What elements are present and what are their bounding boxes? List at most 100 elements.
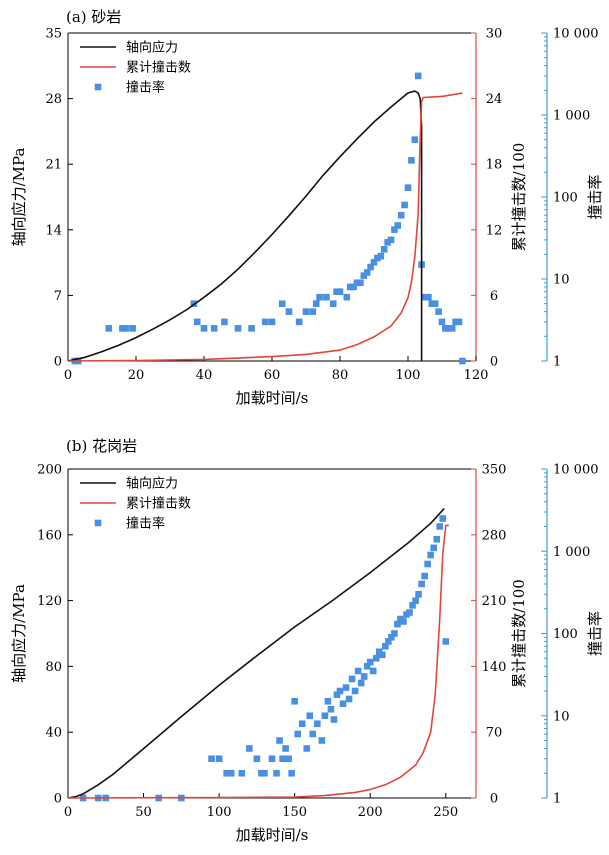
p0-x-tick-label-4: 80 xyxy=(332,368,349,383)
p1-rate-point-24 xyxy=(303,745,311,752)
p0-rate-point-33 xyxy=(367,263,374,271)
p0-rate-point-21 xyxy=(316,293,323,301)
p0-rate-point-32 xyxy=(363,269,371,276)
p1-yl-tick-label-5: 200 xyxy=(37,463,62,478)
p0-y-left-axis-title: 轴向应力/MPa xyxy=(10,148,28,247)
p0-yr2-tick-label-0: 1 xyxy=(553,355,561,370)
p1-legend-label-cumulative: 累计撞击数 xyxy=(126,497,191,512)
p0-yr1-tick-label-1: 6 xyxy=(490,289,498,304)
p0-yr2-tick-label-4: 10 000 xyxy=(553,27,599,42)
p1-yr1-tick-label-5: 350 xyxy=(482,463,507,478)
p1-rate-point-15 xyxy=(273,769,280,777)
p1-rate-point-10 xyxy=(246,745,253,752)
p0-rate-point-38 xyxy=(384,239,391,246)
p1-rate-point-9 xyxy=(238,769,246,777)
p1-rate-point-11 xyxy=(253,755,261,763)
p0-rate-point-25 xyxy=(336,288,344,296)
panel-a: (a) 砂岩0 20 40 60 80 100 1200714212835061218243… xyxy=(10,8,604,407)
p1-rate-point-5 xyxy=(208,755,215,763)
p0-rate-point-27 xyxy=(346,283,354,291)
p0-rate-point-18 xyxy=(302,308,310,315)
p0-rate-point-30 xyxy=(357,279,364,287)
p0-rate-point-4 xyxy=(122,325,130,332)
p1-rate-point-7 xyxy=(223,769,230,777)
p1-yl-tick-label-3: 120 xyxy=(37,594,62,609)
p0-rate-point-43 xyxy=(401,201,408,209)
p1-x-tick-label-0: 0 xyxy=(64,805,72,820)
p1-rate-point-18 xyxy=(282,745,289,752)
p0-rate-point-39 xyxy=(387,236,395,244)
p1-rate-point-66 xyxy=(433,535,441,543)
p0-rate-point-34 xyxy=(370,258,378,266)
p1-stress-line xyxy=(67,507,445,799)
p1-rate-point-21 xyxy=(291,697,298,705)
p0-rate-point-2 xyxy=(105,325,113,332)
p1-rate-point-30 xyxy=(324,697,332,705)
p1-yr1-tick-label-0: 0 xyxy=(490,792,498,807)
p0-legend-swatch-rate xyxy=(94,83,102,91)
p1-x-tick-label-4: 200 xyxy=(358,805,383,820)
p0-rate-point-54 xyxy=(438,318,446,326)
p0-rate-point-13 xyxy=(261,318,269,326)
p0-yr1-tick-label-3: 18 xyxy=(486,158,503,173)
p1-rate-point-69 xyxy=(442,638,450,645)
p0-y-right1-axis-title: 累计撞击数/100 xyxy=(510,143,528,252)
p1-yr2-tick-label-3: 1 000 xyxy=(553,545,590,560)
p0-rate-point-9 xyxy=(210,325,218,332)
p0-yr1-tick-label-2: 12 xyxy=(486,223,503,238)
p1-rate-point-16 xyxy=(276,737,283,744)
p0-rate-point-5 xyxy=(129,325,136,332)
p1-rate-point-29 xyxy=(321,712,329,720)
p0-rate-point-12 xyxy=(248,325,255,332)
p1-yl-tick-label-2: 80 xyxy=(45,660,62,675)
p0-x-tick-label-3: 60 xyxy=(264,368,281,383)
p1-rate-point-60 xyxy=(415,590,422,598)
p0-yl-tick-label-2: 14 xyxy=(45,223,62,238)
p1-yr2-tick-label-0: 1 xyxy=(553,792,561,807)
p0-rate-point-41 xyxy=(394,222,402,229)
panel-b: (b) 花岗岩 0 50 100 150 200 250 0 40 80 120 160 200 0 70 1… xyxy=(10,437,604,844)
p1-rate-point-43 xyxy=(363,662,371,670)
p0-rate-point-40 xyxy=(391,226,398,233)
p0-rate-point-58 xyxy=(452,318,459,326)
p0-rate-point-16 xyxy=(285,308,293,315)
p0-rate-point-35 xyxy=(374,254,381,262)
p1-rate-point-23 xyxy=(298,720,306,728)
p1-rate-point-48 xyxy=(379,651,386,659)
p1-x-tick-label-2: 100 xyxy=(207,805,232,820)
p0-yl-tick-label-4: 28 xyxy=(45,92,62,107)
p0-rate-point-20 xyxy=(312,300,320,307)
p1-rate-point-26 xyxy=(309,730,317,738)
p1-x-tick-label-3: 150 xyxy=(282,805,307,820)
p0-x-tick-label-1: 20 xyxy=(128,368,145,383)
p0-x-axis-title: 加载时间/s xyxy=(236,389,309,407)
p1-yr1-tick-label-4: 280 xyxy=(482,528,507,543)
p0-rate-point-17 xyxy=(295,318,303,326)
p0-x-tick-label-0: 0 xyxy=(64,368,72,383)
p0-legend-label-cumulative: 累计撞击数 xyxy=(126,61,191,76)
p1-rate-point-39 xyxy=(351,687,359,695)
p0-x-tick-label-2: 40 xyxy=(196,368,213,383)
p0-rate-point-28 xyxy=(350,283,357,291)
p0-yl-tick-label-5: 35 xyxy=(45,27,62,42)
p0-yr1-tick-label-4: 24 xyxy=(486,92,503,107)
p0-rate-point-10 xyxy=(221,318,228,326)
p0-rate-point-26 xyxy=(343,293,351,301)
p0-rate-point-46 xyxy=(411,136,419,143)
p1-rate-point-41 xyxy=(357,679,365,687)
p0-rate-point-47 xyxy=(414,72,422,80)
p1-rate-point-55 xyxy=(400,618,407,625)
p0-rate-point-8 xyxy=(200,325,208,332)
p0-yr2-tick-label-1: 10 xyxy=(553,273,570,288)
p0-rate-point-49 xyxy=(421,293,429,301)
p0-rate-point-23 xyxy=(329,300,337,307)
p1-rate-point-27 xyxy=(314,720,321,728)
p1-rate-point-63 xyxy=(424,560,431,568)
p0-rate-point-24 xyxy=(333,288,340,296)
p1-yl-tick-label-0: 0 xyxy=(54,792,62,807)
p1-rate-point-53 xyxy=(394,620,401,628)
p1-rate-point-40 xyxy=(354,667,362,675)
p1-rate-point-31 xyxy=(327,705,335,713)
p1-rate-point-45 xyxy=(369,667,377,675)
